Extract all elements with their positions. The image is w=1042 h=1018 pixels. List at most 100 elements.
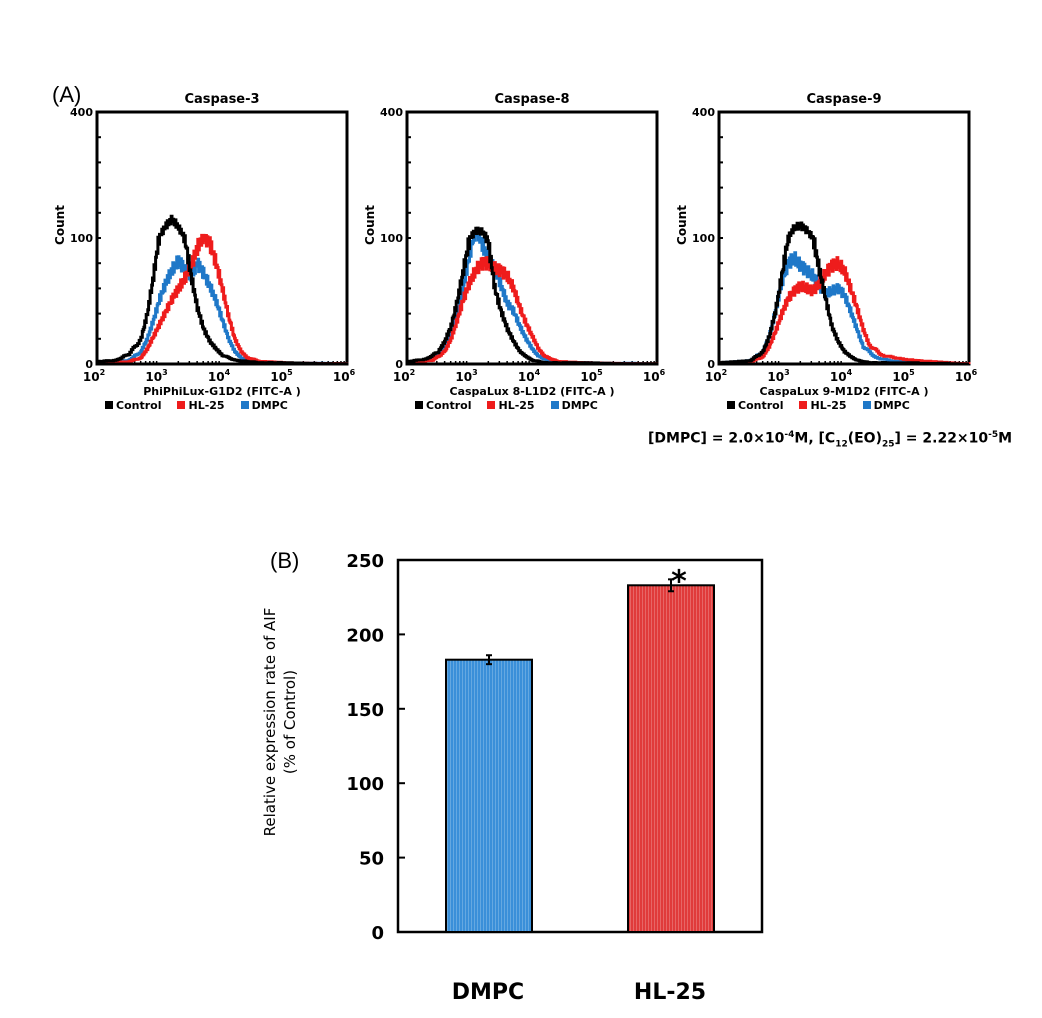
bar-chart-y-axis-label: Relative expression rate of AIF (% of Co… (260, 552, 300, 892)
legend-label: DMPC (251, 399, 288, 412)
x-axis-label: CaspaLux 8-L1D2 (FITC-A ) (449, 385, 615, 398)
y-tick-label: 0 (371, 923, 384, 944)
histogram-title: Caspase-8 (494, 92, 570, 107)
legend-swatch (727, 401, 735, 409)
note-subscript: 25 (881, 439, 895, 450)
y-tick-label: 50 (359, 849, 384, 870)
x-tick-label: 103 (767, 368, 789, 384)
legend-swatch (799, 401, 808, 409)
y-tick-label: 200 (346, 625, 384, 646)
histogram-series-control (719, 221, 969, 366)
x-tick-label: 103 (145, 368, 167, 384)
y-tick-label: 400 (380, 106, 403, 119)
note-subscript: 12 (835, 439, 848, 450)
panel-b-label: (B) (270, 548, 300, 573)
x-tick-label: 102 (83, 368, 105, 384)
y-tick-label: 0 (707, 358, 715, 371)
bar-category-label-dmpc: DMPC (451, 980, 525, 1005)
y-axis-label-line-2: (% of Control) (281, 669, 299, 775)
histogram-series-dmpc (97, 255, 349, 366)
legend-item-control: Control (105, 399, 161, 412)
legend: Control HL-25 DMPC (727, 399, 926, 412)
legend-item-hl-25: HL-25 (799, 399, 847, 412)
legend-item-dmpc: DMPC (550, 399, 598, 412)
legend-item-hl-25: HL-25 (177, 399, 225, 412)
note-part: M (998, 430, 1013, 447)
legend-label: Control (116, 399, 162, 412)
legend-item-control: Control (727, 399, 783, 412)
bar-plot-frame (396, 558, 764, 934)
histogram-svg: 0 100 400 102 103 104 105 106 (692, 106, 978, 384)
legend-label: HL-25 (810, 399, 847, 412)
legend: Control HL-25 DMPC (415, 399, 614, 412)
x-tick-label: 102 (705, 368, 727, 384)
legend-label: HL-25 (498, 399, 535, 412)
legend-item-dmpc: DMPC (862, 399, 910, 412)
note-part: M, [C (794, 430, 836, 447)
y-tick-label: 100 (346, 774, 384, 795)
histogram-title: Caspase-3 (184, 92, 260, 107)
y-tick-label: 400 (692, 106, 715, 119)
legend: Control HL-25 DMPC (105, 399, 304, 412)
histogram-svg: 0 100 400 102 103 104 105 106 (70, 106, 356, 384)
legend-label: HL-25 (188, 399, 225, 412)
x-tick-label: 104 (208, 368, 231, 384)
y-tick-label: 100 (692, 232, 715, 245)
histogram-svg: 0 100 400 102 103 104 105 106 (380, 106, 666, 384)
significance-asterisk: * (671, 564, 687, 599)
x-tick-label: 105 (580, 368, 603, 384)
bar-hl-25 (627, 584, 715, 934)
note-exponent: -4 (784, 430, 795, 440)
legend-swatch (240, 401, 249, 409)
y-tick-label: 100 (70, 232, 93, 245)
x-tick-label: 104 (830, 368, 853, 384)
legend-swatch (550, 401, 559, 409)
legend-item-control: Control (415, 399, 471, 412)
y-axis-label-line-1: Relative expression rate of AIF (261, 607, 279, 837)
histogram-caspase-8: Caspase-8 Count 0 100 400 102 103 104 105 106 Casp… (360, 92, 680, 428)
plot-frame (717, 110, 971, 366)
legend-label: Control (426, 399, 472, 412)
y-tick-label: 100 (380, 232, 403, 245)
plot-frame (95, 110, 349, 366)
x-tick-label: 106 (333, 368, 356, 384)
y-tick-label: 400 (70, 106, 93, 119)
legend-swatch (487, 401, 496, 409)
x-tick-label: 105 (270, 368, 293, 384)
histogram-series-control (407, 226, 659, 366)
note-exponent: -5 (988, 430, 999, 440)
plot-frame (405, 110, 659, 366)
x-tick-label: 102 (393, 368, 415, 384)
histogram-series-control (97, 214, 349, 366)
histogram-title: Caspase-9 (806, 92, 882, 107)
y-tick-label: 0 (85, 358, 93, 371)
concentration-note: [DMPC] = 2.0×10-4M, [C12(EO)25] = 2.22×1… (648, 430, 1012, 449)
x-tick-label: 105 (892, 368, 915, 384)
bar-chart: 0 50 100 150 200 250 * (346, 551, 764, 944)
legend-label: DMPC (561, 399, 598, 412)
x-axis-label: PhiPhiLux-G1D2 (FITC-A ) (143, 385, 301, 398)
x-axis-label: CaspaLux 9-M1D2 (FITC-A ) (759, 385, 929, 398)
histogram-caspase-3: Caspase-3 Count 0 100 400 102 103 104 105 106 PhiP… (50, 92, 370, 428)
legend-item-hl-25: HL-25 (487, 399, 535, 412)
note-part: ] = 2.22×10 (894, 430, 989, 447)
histogram-series-hl-25 (97, 233, 349, 366)
legend-item-dmpc: DMPC (240, 399, 288, 412)
legend-swatch (105, 401, 113, 409)
bar-category-label-hl-25: HL-25 (633, 980, 707, 1005)
x-tick-label: 106 (955, 368, 978, 384)
y-tick-label: 0 (395, 358, 403, 371)
x-tick-label: 104 (518, 368, 541, 384)
histogram-series-hl-25 (407, 256, 659, 366)
x-tick-label: 103 (455, 368, 477, 384)
legend-label: Control (738, 399, 784, 412)
x-tick-label: 106 (643, 368, 666, 384)
legend-swatch (177, 401, 186, 409)
legend-swatch (415, 401, 423, 409)
note-part: [DMPC] = 2.0×10 (648, 430, 785, 447)
legend-label: DMPC (873, 399, 910, 412)
y-tick-label: 150 (346, 700, 384, 721)
histogram-caspase-9: Caspase-9 Count 0 100 400 102 103 104 105 106 Casp… (672, 92, 992, 428)
panel-a-label: (A) (52, 82, 82, 107)
bar-dmpc (445, 658, 533, 933)
